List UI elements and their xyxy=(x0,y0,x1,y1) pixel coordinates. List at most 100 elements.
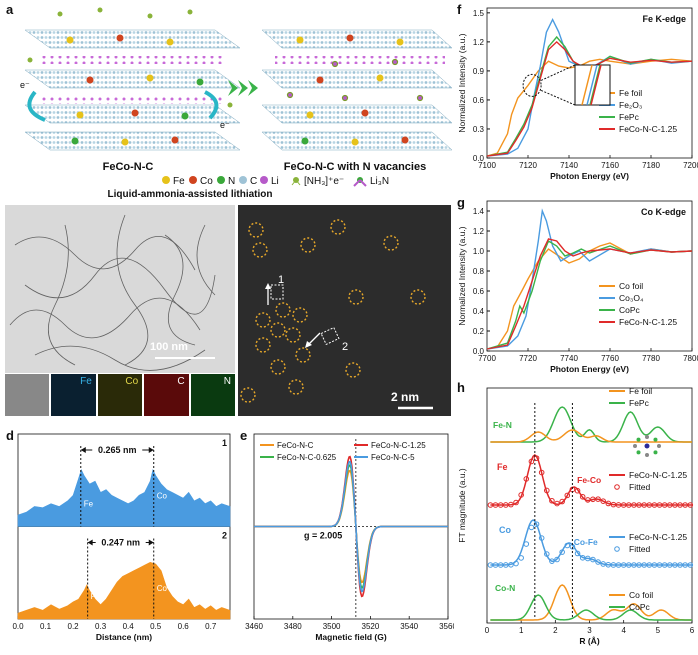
h-legend-label: Fitted xyxy=(629,544,651,554)
f-inset-fe2o3 xyxy=(586,64,598,106)
h-fit-feco-fe xyxy=(513,499,519,506)
h-molecule-atom xyxy=(636,450,641,455)
right-stack xyxy=(261,29,453,151)
e-xtick-label: 3500 xyxy=(323,622,341,631)
h-fit-feco-fe xyxy=(651,502,658,508)
h-fit-feco-co xyxy=(636,562,642,568)
h-xtick-label: 2 xyxy=(553,626,558,635)
g-frame xyxy=(486,200,693,352)
h-molecule-atom xyxy=(653,450,658,455)
h-fit-feco-fe xyxy=(590,496,596,503)
f-legend-label: Fe₂O₃ xyxy=(619,100,642,110)
e-xlabel: Magnetic field (G) xyxy=(315,632,386,642)
h-fit-feco-co xyxy=(605,561,612,568)
h-fit-feco-fe xyxy=(543,487,550,494)
h-fit-feco-fe xyxy=(615,502,622,508)
f-ylabel: Normalized Intensity (a.u.) xyxy=(457,33,467,132)
d-xtick-label: 0.2 xyxy=(68,622,80,631)
tem-scale-label: 100 nm xyxy=(150,341,188,353)
h-label-fe-n: Fe-N xyxy=(493,420,512,430)
g-ytick-label: 1.2 xyxy=(473,227,485,236)
f-series-FeCo-N-C-1.25 xyxy=(486,40,693,157)
h-fit-feco-co xyxy=(651,562,658,568)
h-fit-feco-co xyxy=(590,556,596,563)
g-ytick-label: 0.2 xyxy=(473,327,485,336)
h-fit-feco-co xyxy=(600,561,606,567)
h-fit-feco-fe xyxy=(492,502,499,508)
legend-li3n: Li₃N xyxy=(370,176,389,187)
h-fit-feco-co xyxy=(533,521,540,527)
panel-a-schematic: e⁻ e⁻ FeCo-N-C FeCo-N-C with N vacancies… xyxy=(20,7,453,200)
h-fit-feco-fe xyxy=(641,502,647,508)
atom-legend: Fe Co N C Li [NH₃]⁺e⁻ Li₃N xyxy=(162,176,389,187)
f-xtick-label: 7180 xyxy=(642,161,660,170)
e-annotation: g = 2.005 xyxy=(304,531,342,541)
h-fit-feco-fe xyxy=(579,493,586,500)
legend-fe: Fe xyxy=(173,176,185,187)
h-xtick-label: 5 xyxy=(656,626,661,635)
d-panel-number: 1 xyxy=(222,438,227,448)
h-molecule-atom xyxy=(645,453,649,457)
tem-image: 100 nm xyxy=(5,205,235,373)
haadf-arrow-2: 2 xyxy=(342,341,348,353)
electron-label-left: e⁻ xyxy=(20,80,30,90)
f-inset-fepc xyxy=(589,64,601,106)
h-label-co-fe: Co-Fe xyxy=(574,537,598,547)
e-series-FeCo-N-C-5 xyxy=(254,460,448,593)
h-fit-feco-co xyxy=(656,562,663,568)
f-ytick-label: 0.3 xyxy=(473,125,485,134)
panel-label-f: f xyxy=(457,2,462,17)
e-xtick-label: 3480 xyxy=(284,622,302,631)
panel-label-g: g xyxy=(457,195,465,210)
h-fit-feco-co xyxy=(513,560,519,567)
panel-label-h: h xyxy=(457,380,465,395)
h-fit-feco-co xyxy=(687,562,694,568)
d-xtick-label: 0.3 xyxy=(95,622,107,631)
g-xtick-label: 7800 xyxy=(683,354,698,363)
g-xtick-label: 7700 xyxy=(478,354,496,363)
h-fit-feco-fe xyxy=(625,502,632,508)
h-fit-feco-co xyxy=(492,562,499,568)
h-molecule-atom xyxy=(653,437,658,442)
h-fit-feco-co xyxy=(666,562,673,568)
chart-g-co-xanes: 7700 7720 7740 7760 7780 7800 Photon Energy (e… xyxy=(457,200,698,374)
h-fit-feco-fe xyxy=(610,501,617,508)
h-fit-feco-co xyxy=(559,549,565,555)
h-fit-feco-fe xyxy=(518,492,524,498)
h-fit-feco-co xyxy=(523,541,530,547)
e-xtick-label: 3460 xyxy=(245,622,263,631)
tem-scale-bar xyxy=(155,357,215,359)
f-xtick-label: 7140 xyxy=(560,161,578,170)
h-fit-feco-co xyxy=(554,556,560,563)
h-fit-feco-co xyxy=(543,551,550,557)
d-peak-co: Co xyxy=(157,584,168,593)
h-fit-feco-co xyxy=(615,562,622,568)
h-fit-feco-fe xyxy=(538,469,545,476)
h-fit-feco-co xyxy=(528,524,535,531)
nh3-icon xyxy=(291,177,301,186)
h-fit-feco-co xyxy=(487,562,494,568)
f-ytick-label: 0.6 xyxy=(473,96,485,105)
h-fit-feco-fe xyxy=(631,502,637,508)
h-fit-feco-co xyxy=(584,555,591,562)
e-legend-label: FeCo-N-C-1.25 xyxy=(371,441,426,450)
g-series-Co foil xyxy=(486,242,693,350)
panel-a-subtitle: Liquid-ammonia-assisted lithiation xyxy=(107,189,272,200)
h-label-fe: Fe xyxy=(497,462,508,472)
g-series-CoPc xyxy=(486,239,693,350)
f-ytick-label: 0.0 xyxy=(473,154,485,163)
eds-map-fe: Fe xyxy=(51,374,96,416)
g-series-FeCo-N-C-1.25 xyxy=(486,238,693,350)
g-xtick-label: 7740 xyxy=(560,354,578,363)
h-fit-feco-co xyxy=(682,562,688,568)
f-xtick-label: 7200 xyxy=(683,161,698,170)
h-legend-label: FePc xyxy=(629,398,650,408)
haadf-image: 1 2 2 nm xyxy=(238,205,451,416)
e-legend-label: FeCo-N-C-5 xyxy=(371,453,415,462)
g-legend-label: FeCo-N-C-1.25 xyxy=(619,317,677,327)
h-series-fe-foil xyxy=(490,429,692,443)
h-fit-feco-co xyxy=(574,550,581,557)
h-fit-feco-fe xyxy=(508,501,514,508)
e-xtick-label: 3520 xyxy=(362,622,380,631)
h-fit-feco-fe xyxy=(523,476,530,482)
